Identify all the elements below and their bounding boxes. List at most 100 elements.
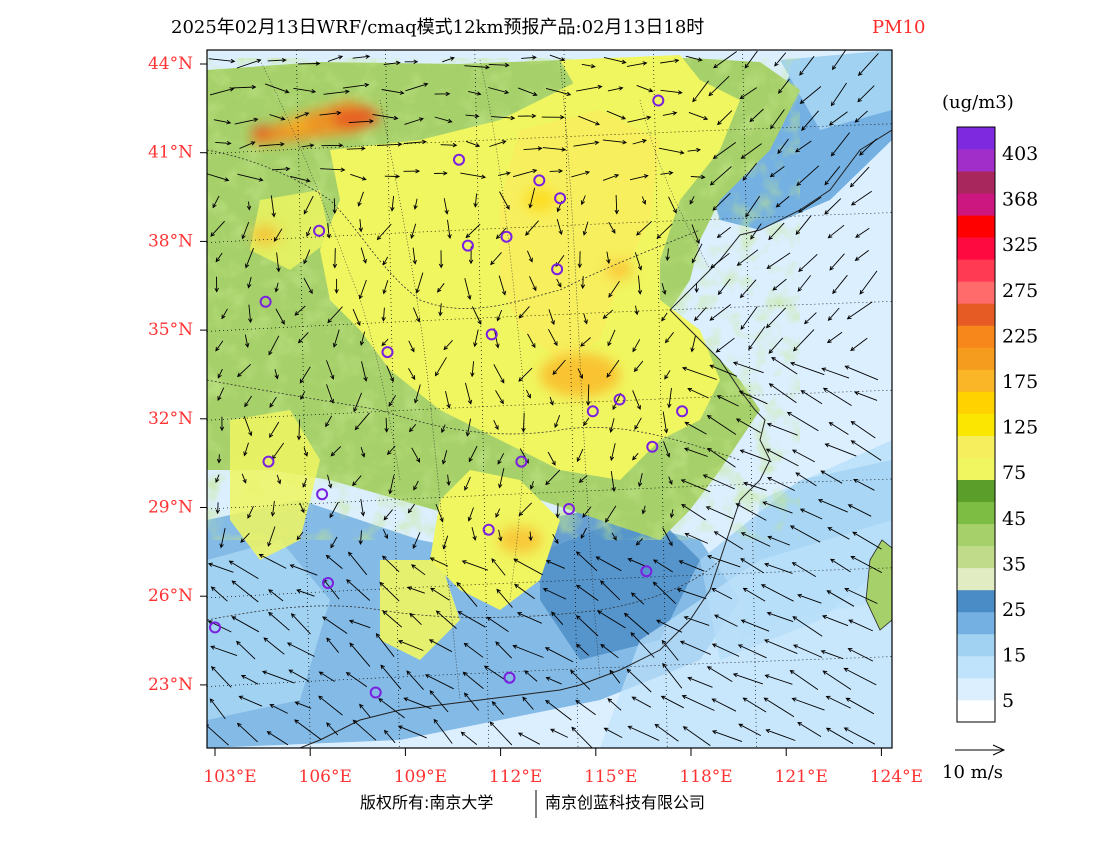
wind-arrow [789,669,819,690]
wind-arrow [680,479,711,493]
wind-arrow [276,252,281,273]
wind-arrow [408,340,415,353]
wind-arrow [489,721,513,746]
wind-arrow [524,670,538,682]
wind-arrow [602,309,614,319]
wind-arrow [683,447,708,457]
wind-arrow [552,359,566,376]
lon-label: 112°E [489,767,542,787]
wind-arrow [470,361,475,378]
wind-arrow [766,252,791,269]
wind-arrow [248,304,253,324]
wind-arrow [711,588,733,600]
wind-arrow [529,481,535,490]
wind-arrow [434,91,451,97]
wind-arrow [656,619,683,633]
wind-arrow [521,55,537,60]
wind-arrow [774,52,787,67]
colorbar-swatch [957,347,995,370]
wind-arrow [569,669,591,690]
wind-arrow [300,391,306,400]
wind-arrow [275,308,285,325]
wind-arrow [826,331,843,344]
wind-arrow [668,196,677,214]
wind-arrow [384,417,389,433]
wind-arrow [219,528,226,549]
station-marker [316,488,329,501]
wind-arrow [359,331,366,346]
wind-arrow [429,557,449,567]
wind-arrow [582,221,589,236]
wind-arrow [631,696,652,708]
wind-arrow [290,175,311,183]
wind-arrow [274,369,279,380]
wind-arrow [240,675,259,685]
wind-arrow [349,642,371,667]
wind-arrow [244,395,252,408]
lat-label: 29°N [148,498,193,518]
wind-arrow [235,640,256,660]
wind-arrow [318,671,335,682]
wind-arrow [605,505,617,523]
colorbar-label: 15 [1002,645,1026,667]
wind-arrow [550,728,568,738]
colorbar-swatch [957,677,995,701]
wind-arrow [467,507,474,522]
wind-arrow [740,532,771,547]
wind-arrow [627,725,660,741]
wind-arrow [403,139,427,145]
wind-arrow [789,361,825,376]
wind-arrow [523,146,543,151]
footer-right: 南京创蓝科技有限公司 [545,793,705,812]
wind-arrow [303,195,314,215]
colorbar-swatch [957,655,995,679]
wind-arrow [386,445,396,456]
wind-arrow [765,307,787,329]
station-marker [209,621,221,634]
wind-arrow [597,610,626,629]
wind-arrow [383,60,401,66]
wind-arrow [381,338,389,347]
wind-vectors [207,50,883,748]
wind-arrow [687,147,701,153]
wind-arrow [296,531,304,541]
colorbar-swatch [957,237,995,260]
station-marker [515,455,528,468]
colorbar-swatch [957,413,995,436]
wind-arrow [575,699,596,716]
wind-arrow [857,85,875,103]
wind-arrow [830,132,850,157]
wind-arrow [556,218,563,236]
colorbar-swatch [957,479,995,503]
wind-arrow [683,615,710,626]
wind-arrow [769,166,785,178]
wind-arrow [742,697,767,713]
wind-arrow [768,337,784,354]
wind-arrow [817,498,848,513]
wind-arrow [215,252,223,263]
wind-arrow [375,633,395,657]
wind-arrow [372,113,399,121]
wind-arrow [687,676,713,688]
wind-arrow [556,278,562,288]
wind-arrow [573,140,600,147]
wind-arrow [822,670,852,690]
station-marker [586,405,599,418]
wind-arrow [830,82,847,107]
wind-arrow [669,509,675,519]
wind-arrow [745,195,761,218]
wind-arrow [545,676,562,685]
station-marker [461,239,474,252]
wind-arrow [585,384,591,406]
wind-arrow [679,640,711,655]
wind-arrow [676,588,707,600]
wind-arrow [767,476,795,492]
wind-arrow [496,309,503,322]
wind-arrow [379,581,400,602]
colorbar [956,126,996,723]
wind-arrow [748,326,766,351]
wind-arrow [737,644,767,659]
wind-arrow [658,147,685,155]
wind-arrow [709,166,732,186]
